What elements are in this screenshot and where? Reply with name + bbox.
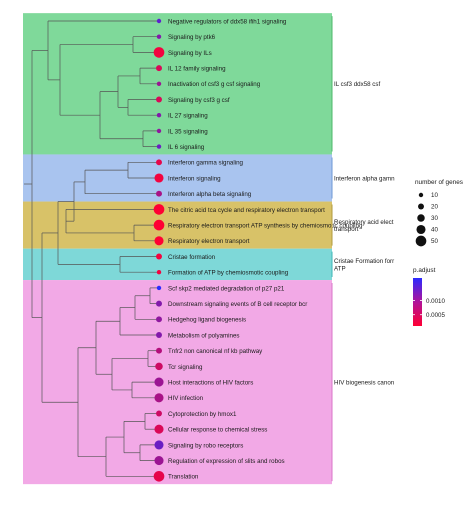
color-legend-bar	[413, 278, 422, 326]
size-legend-dot	[417, 214, 425, 222]
cluster-label-line: transport	[334, 226, 359, 233]
term-point	[156, 285, 162, 291]
term-label: IL 6 signaling	[168, 144, 205, 151]
size-legend-dot	[418, 192, 424, 198]
term-labels: Negative regulators of ddx58 ifih1 signa…	[168, 18, 363, 480]
cluster-band	[23, 13, 332, 155]
term-point	[156, 332, 162, 338]
term-label: Tnfr2 non canonical nf kb pathway	[168, 348, 263, 355]
term-label: Cristae formation	[168, 254, 216, 261]
legend: number of genes 10 20 30 40 50 p.adjust 0.0010 0…	[413, 179, 463, 326]
size-legend-dot	[416, 224, 426, 235]
term-point	[154, 424, 164, 434]
size-legend-value: 20	[431, 204, 438, 211]
color-legend-tick-label: 0.0005	[426, 312, 445, 319]
term-label: Downstream signaling events of B cell re…	[168, 301, 307, 308]
term-label: Negative regulators of ddx58 ifih1 signa…	[168, 18, 287, 25]
term-point	[154, 236, 164, 246]
term-label: Formation of ATP by chemiosmotic couplin…	[168, 270, 289, 277]
cluster-label: HIV biogenesis canon	[334, 379, 395, 386]
term-label: Regulation of expression of slits and ro…	[168, 458, 285, 465]
term-label: Scf skp2 mediated degradation of p27 p21	[168, 285, 285, 292]
term-point	[155, 362, 163, 371]
term-label: Respiratory electron transport	[168, 238, 250, 245]
cluster-label: IL csf3 ddx58 csf	[334, 81, 380, 88]
term-point	[156, 18, 162, 24]
size-legend-dot	[418, 203, 424, 210]
cluster-label: Cristae Formation forr ATP	[334, 258, 394, 272]
cluster-label-line: HIV biogenesis canon	[334, 379, 395, 386]
term-point	[154, 377, 164, 387]
term-point	[156, 144, 162, 149]
term-label: Respiratory electron transport ATP synth…	[168, 223, 363, 230]
size-legend-value: 30	[431, 215, 438, 222]
cluster-brackets: IL csf3 ddx58 csf Interferon alpha gamn Re…	[331, 16, 395, 482]
size-legend-title: number of genes	[415, 179, 463, 186]
term-label: Cytoprotection by hmox1	[168, 411, 237, 418]
cluster-band	[23, 280, 332, 485]
size-legend-value: 40	[431, 227, 438, 234]
term-label: Inactivation of csf3 g csf signaling	[168, 81, 261, 88]
term-point	[156, 65, 162, 72]
term-point	[156, 253, 162, 260]
term-label: Interferon alpha beta signaling	[168, 191, 252, 198]
term-point	[153, 204, 165, 215]
term-label: Hedgehog ligand biogenesis	[168, 317, 246, 324]
term-point	[156, 270, 162, 275]
term-label: Signaling by ILs	[168, 50, 212, 57]
term-point	[156, 159, 162, 166]
cluster-label-line: Respiratory acid elect	[334, 219, 394, 226]
term-label: Host interactions of HIV factors	[168, 380, 253, 387]
term-point	[154, 393, 164, 403]
cluster-bands	[23, 13, 332, 485]
cluster-label: Respiratory acid elect transport	[334, 219, 394, 233]
cluster-band	[23, 154, 332, 202]
term-points	[153, 18, 165, 482]
term-label: IL 27 signaling	[168, 113, 208, 120]
size-legend-value: 10	[431, 192, 438, 199]
term-point	[156, 347, 162, 354]
color-legend-title: p.adjust	[413, 267, 436, 274]
term-point	[156, 300, 162, 307]
term-label: IL 35 signaling	[168, 128, 208, 135]
term-point	[156, 316, 162, 323]
term-point	[156, 34, 162, 39]
term-point	[156, 128, 162, 134]
size-legend-value: 50	[431, 238, 438, 245]
cluster-label-line: IL csf3 ddx58 csf	[334, 81, 380, 88]
cluster-label-line: Cristae Formation forr	[334, 258, 394, 265]
term-label: Cellular response to chemical stress	[168, 427, 267, 434]
term-label: The citric acid tca cycle and respirator…	[168, 207, 325, 214]
term-point	[153, 470, 165, 482]
term-label: Interferon signaling	[168, 175, 221, 182]
term-point	[156, 190, 162, 197]
term-label: Translation	[168, 474, 199, 481]
term-point	[156, 113, 162, 118]
term-label: Signaling by ptk6	[168, 34, 216, 41]
term-point	[154, 173, 164, 183]
term-label: Signaling by csf3 g csf	[168, 97, 230, 104]
cluster-label-line: ATP	[334, 265, 346, 272]
term-point	[153, 47, 165, 58]
size-legend-dot	[415, 235, 427, 247]
term-point	[156, 81, 162, 87]
term-label: Tcr signaling	[168, 364, 203, 371]
term-label: Metabolism of polyamines	[168, 332, 240, 339]
color-legend-tick-label: 0.0010	[426, 298, 445, 305]
term-point	[154, 440, 164, 450]
cluster-label-line: Interferon alpha gamn	[334, 175, 395, 182]
term-label: IL 12 family signaling	[168, 66, 226, 73]
term-label: HIV infection	[168, 395, 204, 402]
cluster-label: Interferon alpha gamn	[334, 175, 395, 182]
term-label: Signaling by robo receptors	[168, 442, 243, 449]
term-point	[156, 96, 162, 103]
term-label: Interferon gamma signaling	[168, 160, 244, 167]
term-point	[153, 219, 165, 231]
term-point	[156, 410, 162, 417]
term-point	[154, 456, 164, 466]
